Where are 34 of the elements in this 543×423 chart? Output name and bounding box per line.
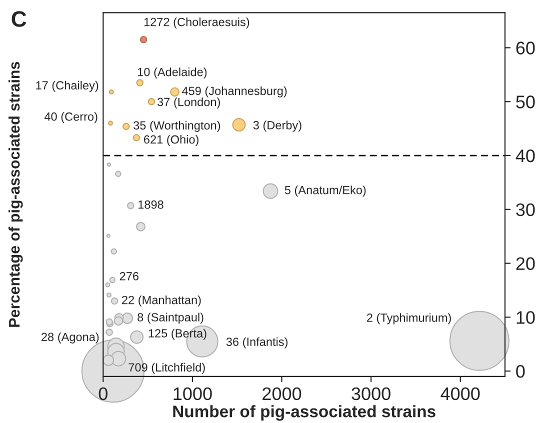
- annotation: 36 (Infantis): [226, 337, 288, 348]
- annotation: 10 (Adelaide): [138, 68, 207, 79]
- annotation: 28 (Agona): [42, 332, 99, 344]
- annotation: 125 (Berta): [148, 328, 206, 340]
- annotation: 709 (Litchfield): [128, 362, 205, 374]
- x-tick-label: 3000: [352, 387, 390, 400]
- x-tick-label: 1000: [174, 387, 212, 400]
- annotation: 40 (Cerro): [44, 112, 98, 124]
- annotation: 1272 (Choleraesuis): [144, 18, 250, 29]
- annotation: 459 (Johannesburg): [182, 86, 287, 98]
- annotation: 5 (Anatum/Eko): [284, 186, 366, 197]
- annotation: 35 (Worthington): [134, 120, 220, 132]
- x-tick-label: 0: [98, 387, 108, 400]
- annotation: 276: [120, 272, 138, 280]
- y-axis-title: Percentage of pig-associated strains: [8, 62, 23, 327]
- x-tick-label: 4000: [440, 387, 480, 400]
- y-tick-label: 10: [516, 311, 535, 324]
- annotation: 3 (Derby): [253, 120, 302, 132]
- annotation: 8 (Saintpaul): [138, 312, 204, 324]
- y-tick-label: 0: [516, 365, 525, 378]
- y-tick-label: 30: [516, 203, 535, 216]
- text: C: [12, 11, 26, 27]
- annotation: 621 (Ohio): [144, 135, 198, 146]
- x-tick-label: 2000: [262, 387, 302, 400]
- annotation: 37 (London): [157, 98, 220, 108]
- annotation: 17 (Chailey): [36, 80, 98, 92]
- y-tick-label: 50: [516, 96, 535, 108]
- annotation: 22 (Manhattan): [122, 296, 201, 307]
- y-tick-label: 60: [516, 42, 535, 54]
- y-tick-label: 40: [516, 149, 535, 162]
- annotation: 1898: [138, 200, 164, 209]
- annotation: 2 (Typhimurium): [366, 313, 451, 324]
- y-tick-label: 20: [516, 257, 535, 270]
- x-axis-title: Number of pig-associated strains: [173, 405, 436, 421]
